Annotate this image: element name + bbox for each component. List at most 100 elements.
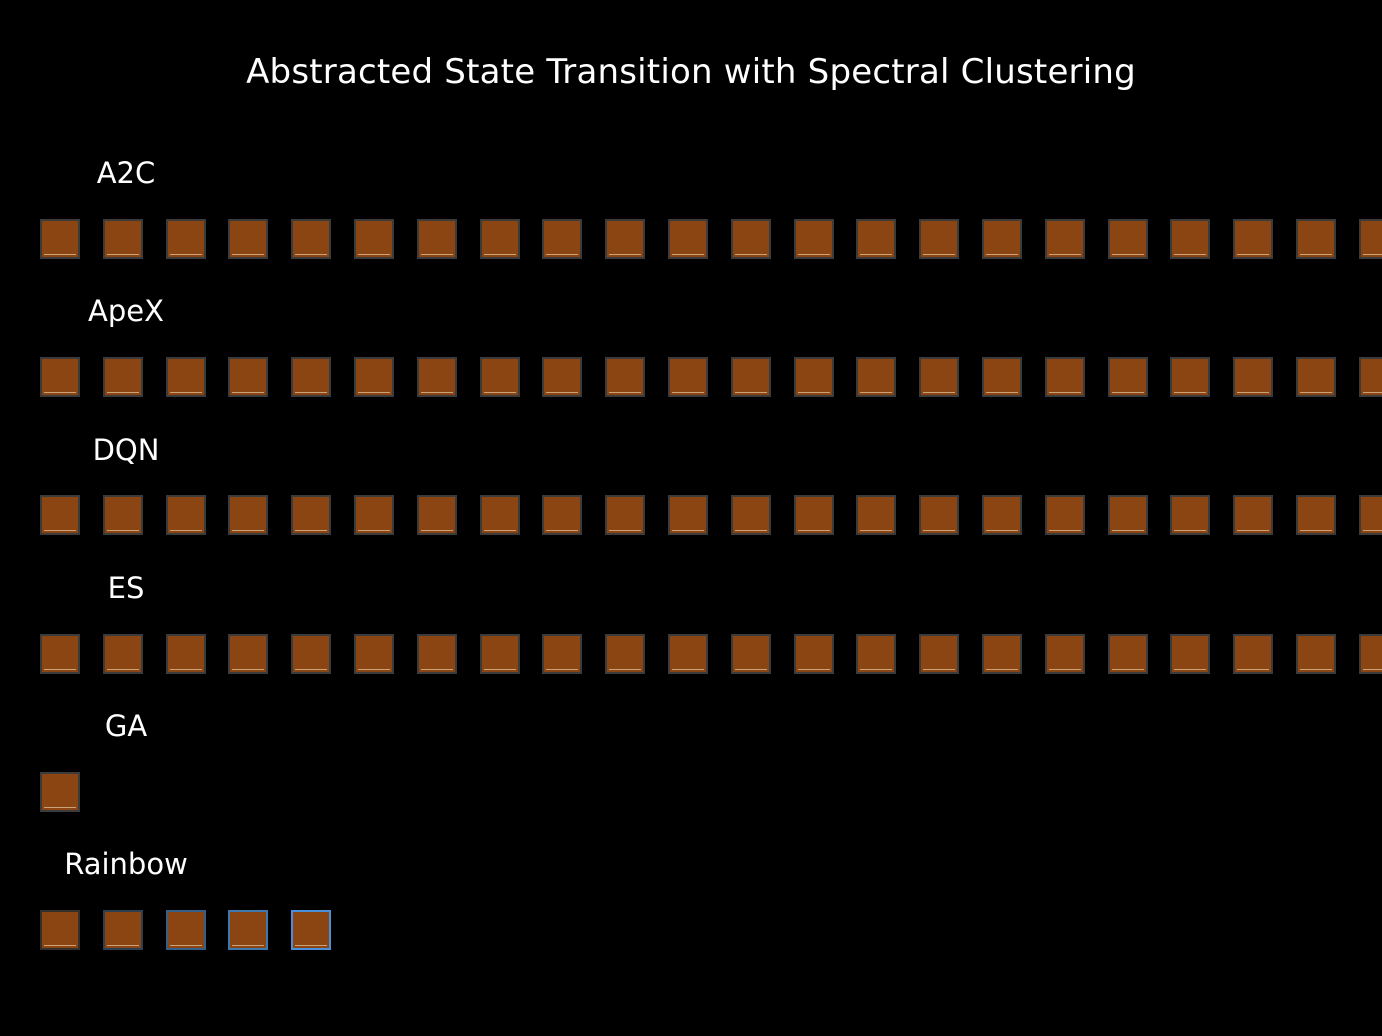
state-tile (40, 357, 80, 397)
state-tile (919, 219, 959, 259)
state-tile (166, 219, 206, 259)
state-tile (40, 910, 80, 950)
state-tile (1108, 495, 1148, 535)
state-tile (417, 634, 457, 674)
state-tile (1233, 219, 1273, 259)
state-tile (291, 910, 331, 950)
state-tile (919, 634, 959, 674)
state-tile (291, 634, 331, 674)
state-tile (480, 634, 520, 674)
state-tile (480, 219, 520, 259)
state-row-apex (40, 357, 1382, 403)
state-tile (1108, 634, 1148, 674)
row-label-a2c: A2C (96, 156, 156, 190)
state-tile (542, 357, 582, 397)
state-tile (982, 219, 1022, 259)
state-tile (228, 219, 268, 259)
state-tile (605, 634, 645, 674)
state-tile (668, 495, 708, 535)
state-tile (291, 495, 331, 535)
state-tile (40, 634, 80, 674)
state-tile (1108, 219, 1148, 259)
state-tile (1359, 634, 1382, 674)
state-tile (103, 357, 143, 397)
state-tile (731, 634, 771, 674)
state-tile (40, 772, 80, 812)
state-tile (1045, 495, 1085, 535)
state-tile (982, 634, 1022, 674)
state-tile (919, 495, 959, 535)
state-tile (668, 219, 708, 259)
state-tile (542, 634, 582, 674)
state-tile (1233, 357, 1273, 397)
row-label-rainbow: Rainbow (64, 847, 188, 881)
state-tile (605, 219, 645, 259)
state-tile (1296, 357, 1336, 397)
state-tile (103, 910, 143, 950)
state-tile (1296, 219, 1336, 259)
state-tile (291, 357, 331, 397)
state-tile (1045, 634, 1085, 674)
state-tile (228, 910, 268, 950)
state-tile (1170, 219, 1210, 259)
state-tile (103, 634, 143, 674)
state-tile (228, 634, 268, 674)
state-tile (1359, 357, 1382, 397)
state-tile (731, 357, 771, 397)
state-tile (982, 495, 1022, 535)
state-tile (166, 357, 206, 397)
state-row-ga (40, 772, 1382, 818)
state-tile (417, 357, 457, 397)
state-tile (542, 219, 582, 259)
state-tile (668, 357, 708, 397)
state-tile (1170, 357, 1210, 397)
state-tile (794, 634, 834, 674)
state-tile (480, 495, 520, 535)
state-tile (354, 495, 394, 535)
state-tile (166, 634, 206, 674)
state-tile (731, 219, 771, 259)
state-row-a2c (40, 219, 1382, 265)
state-tile (291, 219, 331, 259)
state-tile (856, 495, 896, 535)
state-tile (794, 357, 834, 397)
row-label-dqn: DQN (92, 433, 160, 467)
state-tile (919, 357, 959, 397)
state-tile (40, 219, 80, 259)
state-tile (542, 495, 582, 535)
state-tile (856, 357, 896, 397)
state-tile (354, 634, 394, 674)
state-tile (605, 495, 645, 535)
diagram-title: Abstracted State Transition with Spectra… (246, 52, 1136, 92)
state-tile (856, 219, 896, 259)
state-tile (1045, 357, 1085, 397)
state-tile (103, 219, 143, 259)
state-row-es (40, 634, 1382, 680)
state-tile (1170, 495, 1210, 535)
state-tile (40, 495, 80, 535)
state-tile (668, 634, 708, 674)
state-tile (1108, 357, 1148, 397)
state-tile (1359, 219, 1382, 259)
state-tile (1359, 495, 1382, 535)
state-tile (1233, 495, 1273, 535)
state-tile (1045, 219, 1085, 259)
state-tile (417, 495, 457, 535)
row-label-es: ES (107, 571, 145, 605)
state-tile (354, 219, 394, 259)
state-tile (1296, 495, 1336, 535)
state-tile (166, 910, 206, 950)
state-tile (1296, 634, 1336, 674)
state-tile (794, 219, 834, 259)
state-tile (982, 357, 1022, 397)
state-tile (731, 495, 771, 535)
state-tile (354, 357, 394, 397)
state-tile (103, 495, 143, 535)
state-tile (166, 495, 206, 535)
state-tile (228, 495, 268, 535)
state-tile (228, 357, 268, 397)
state-tile (1170, 634, 1210, 674)
state-tile (794, 495, 834, 535)
state-row-rainbow (40, 910, 1382, 956)
row-label-ga: GA (104, 709, 148, 743)
